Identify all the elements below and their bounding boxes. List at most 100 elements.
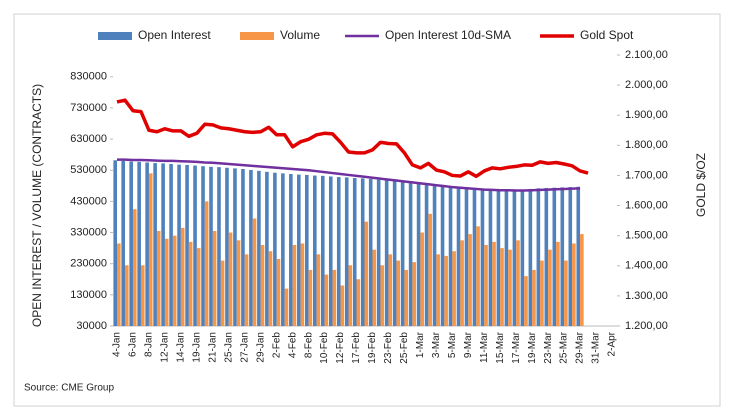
bar — [396, 260, 401, 326]
y-tick-label: 130000 — [70, 289, 107, 301]
bar — [552, 187, 557, 326]
bar — [193, 165, 197, 326]
bar — [328, 176, 333, 326]
bar — [392, 181, 397, 326]
bar — [376, 179, 381, 326]
bar — [440, 186, 445, 326]
y-tick-label: 630000 — [70, 133, 107, 145]
x-tick-label: 6-Jan — [128, 332, 139, 357]
bar — [220, 260, 225, 326]
bar — [209, 166, 213, 326]
bar — [225, 167, 229, 326]
bar — [444, 255, 448, 326]
bar — [448, 187, 453, 326]
legend-label: Volume — [280, 28, 320, 42]
bar — [164, 238, 169, 326]
x-tick-label: 25-Feb — [399, 332, 410, 364]
bar — [161, 163, 165, 326]
bar — [228, 232, 233, 326]
bar — [241, 169, 245, 326]
y2-axis-label: GOLD $/OZ — [694, 153, 708, 217]
bar — [324, 274, 329, 326]
x-tick-label: 12-Feb — [335, 332, 346, 364]
bar — [572, 243, 576, 326]
bar — [313, 175, 317, 326]
x-tick-label: 3-Mar — [431, 331, 442, 358]
x-tick-label: 4-Jan — [112, 332, 123, 357]
bar — [496, 189, 501, 326]
bar — [564, 260, 568, 326]
legend-swatch — [240, 32, 274, 40]
x-tick-label: 9-Mar — [463, 331, 474, 358]
y-tick-label: 30000 — [76, 320, 107, 332]
y2-tick-label: 1.700,00 — [625, 169, 668, 181]
bar — [236, 240, 241, 326]
x-tick-label: 29-Mar — [575, 331, 586, 363]
bar — [492, 241, 496, 326]
bar — [508, 249, 512, 326]
x-tick-label: 14-Jan — [176, 332, 187, 363]
y2-tick-label: 2.100,00 — [625, 49, 668, 61]
bar — [340, 285, 345, 326]
legend-label: Open Interest 10d-SMA — [385, 28, 511, 42]
bar — [532, 269, 536, 326]
bar — [249, 169, 253, 326]
y2-tick-label: 2.000,00 — [625, 79, 668, 91]
bar — [520, 189, 525, 326]
bar — [113, 160, 117, 326]
bar — [332, 269, 337, 326]
x-tick-label: 8-Jan — [144, 332, 155, 357]
x-tick-label: 1-Mar — [415, 331, 426, 358]
bar — [284, 288, 289, 326]
bar — [568, 187, 573, 326]
bar — [560, 187, 565, 326]
bar — [129, 161, 133, 326]
legend-swatch — [98, 32, 132, 40]
bar — [289, 173, 293, 326]
bar — [292, 245, 297, 326]
x-tick-label: 12-Jan — [160, 332, 171, 363]
bar — [384, 180, 389, 326]
bar — [348, 265, 353, 326]
bar — [153, 163, 157, 326]
bar — [452, 251, 456, 326]
bar — [212, 230, 217, 326]
bar — [316, 254, 321, 326]
legend-label: Open Interest — [138, 28, 211, 42]
bar — [428, 213, 432, 326]
bar — [185, 164, 189, 326]
y-tick-label: 830000 — [70, 71, 107, 83]
bar — [281, 173, 285, 326]
bar — [320, 175, 325, 326]
bar — [484, 245, 488, 326]
bar — [364, 221, 369, 326]
y2-tick-label: 1.300,00 — [625, 290, 668, 302]
bar — [460, 240, 464, 326]
bar — [524, 276, 528, 326]
bar — [156, 230, 161, 326]
bar — [137, 161, 141, 326]
bar — [344, 177, 349, 326]
y-axis-label: OPEN INTEREST / VOLUME (CONTRACTS) — [30, 84, 44, 327]
y2-tick-label: 1.600,00 — [625, 199, 668, 211]
bar — [436, 254, 440, 326]
bar — [300, 243, 305, 326]
bar — [456, 187, 461, 326]
x-tick-label: 15-Mar — [495, 331, 506, 363]
bar — [172, 235, 177, 326]
bar — [416, 183, 421, 326]
y2-tick-label: 1.900,00 — [625, 109, 668, 121]
x-tick-label: 23-Feb — [383, 332, 394, 364]
bar — [352, 178, 357, 326]
bar — [576, 186, 581, 326]
bar — [540, 260, 544, 326]
bar — [420, 232, 424, 326]
x-tick-label: 25-Mar — [559, 331, 570, 363]
bar — [548, 249, 552, 326]
bar — [432, 185, 437, 326]
y2-tick-label: 1.500,00 — [625, 230, 668, 242]
bar — [372, 249, 377, 326]
bar — [132, 209, 137, 326]
y-tick-label: 230000 — [70, 258, 107, 270]
x-tick-label: 5-Mar — [447, 331, 458, 358]
